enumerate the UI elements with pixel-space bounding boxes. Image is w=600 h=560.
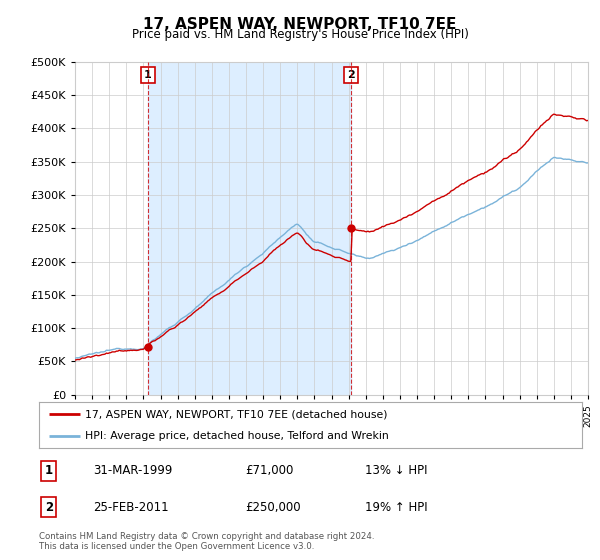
Text: 19% ↑ HPI: 19% ↑ HPI	[365, 501, 427, 514]
Text: HPI: Average price, detached house, Telford and Wrekin: HPI: Average price, detached house, Telf…	[85, 431, 389, 441]
Text: 2: 2	[347, 70, 355, 80]
Text: 13% ↓ HPI: 13% ↓ HPI	[365, 464, 427, 477]
Text: Price paid vs. HM Land Registry's House Price Index (HPI): Price paid vs. HM Land Registry's House …	[131, 28, 469, 41]
Text: 1: 1	[45, 464, 53, 477]
Text: £71,000: £71,000	[245, 464, 294, 477]
Bar	[148, 62, 351, 395]
Text: Contains HM Land Registry data © Crown copyright and database right 2024.
This d: Contains HM Land Registry data © Crown c…	[39, 532, 374, 552]
Text: 31-MAR-1999: 31-MAR-1999	[94, 464, 173, 477]
Text: 2: 2	[45, 501, 53, 514]
Text: 1: 1	[144, 70, 152, 80]
Text: £250,000: £250,000	[245, 501, 301, 514]
Text: 25-FEB-2011: 25-FEB-2011	[94, 501, 169, 514]
Text: 17, ASPEN WAY, NEWPORT, TF10 7EE (detached house): 17, ASPEN WAY, NEWPORT, TF10 7EE (detach…	[85, 409, 388, 419]
Text: 17, ASPEN WAY, NEWPORT, TF10 7EE: 17, ASPEN WAY, NEWPORT, TF10 7EE	[143, 17, 457, 32]
